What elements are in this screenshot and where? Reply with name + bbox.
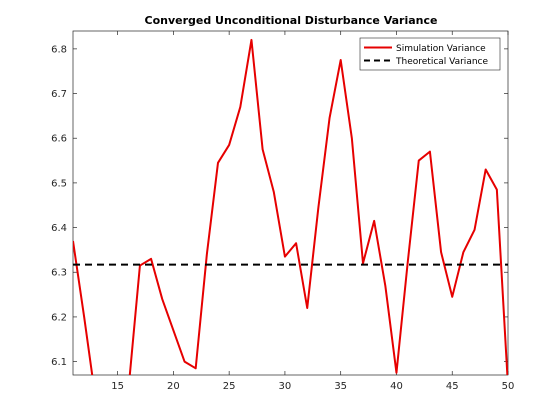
y-tick-label: 6.5 [51, 178, 67, 189]
simulation-variance-line [73, 38, 508, 375]
chart-title: Converged Unconditional Disturbance Vari… [145, 14, 438, 27]
legend-label-simulation: Simulation Variance [396, 44, 486, 54]
y-tick-label: 6.6 [51, 134, 67, 145]
legend-label-theoretical: Theoretical Variance [395, 57, 488, 67]
x-tick-label: 40 [390, 381, 403, 392]
plot-area: 15 20 25 30 35 40 45 50 6.1 6.2 6.3 6.4 6.5 6.6 6.7 6.8 [51, 30, 514, 392]
x-tick-label: 35 [334, 381, 347, 392]
x-tick-label: 25 [223, 381, 236, 392]
x-tick-label: 45 [446, 381, 459, 392]
x-tick-label: 20 [167, 381, 180, 392]
axes-box [72, 30, 509, 376]
y-tick-label: 6.1 [51, 357, 67, 368]
x-tick-label: 15 [111, 381, 124, 392]
legend: Simulation Variance Theoretical Variance [359, 37, 501, 71]
series-layer [73, 38, 508, 375]
y-tick-label: 6.3 [51, 268, 67, 279]
y-tick-label: 6.4 [51, 223, 67, 234]
x-tick-label: 50 [502, 381, 515, 392]
x-tick-label: 30 [279, 381, 292, 392]
legend-box [359, 37, 501, 71]
y-tick-label: 6.8 [51, 44, 67, 55]
axis-tick-labels: 15 20 25 30 35 40 45 50 6.1 6.2 6.3 6.4 6.5 6.6 6.7 6.8 [51, 44, 514, 392]
y-tick-label: 6.7 [51, 89, 67, 100]
y-tick-label: 6.2 [51, 312, 67, 323]
